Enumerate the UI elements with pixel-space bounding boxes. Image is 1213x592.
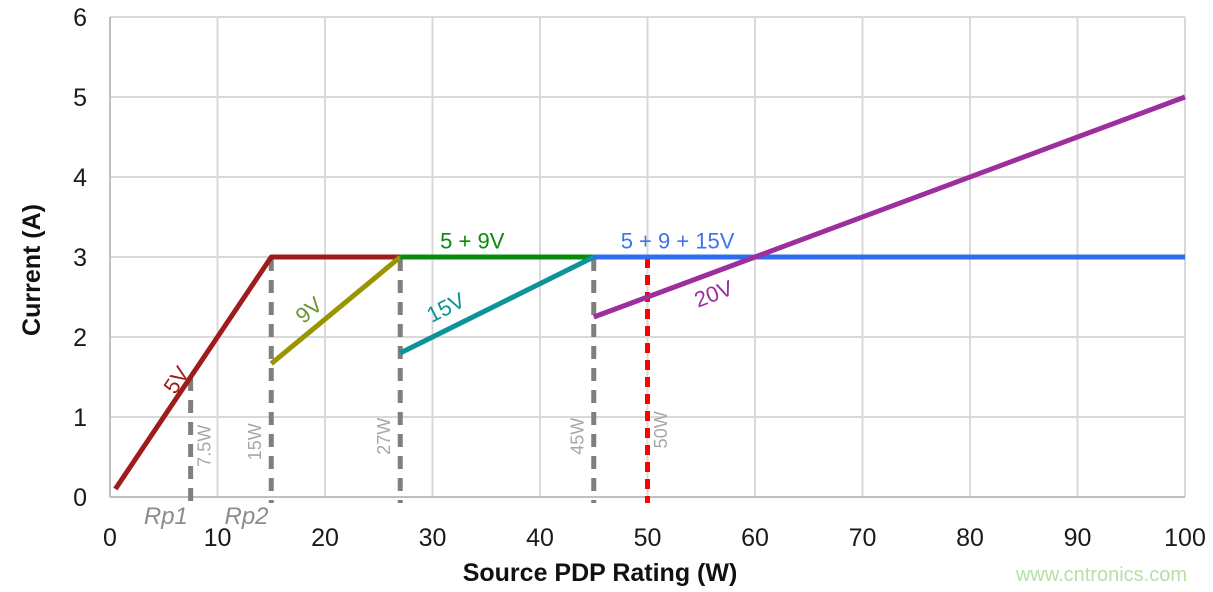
y-tick-label: 3 — [73, 244, 87, 272]
x-axis-title: Source PDP Rating (W) — [463, 559, 738, 587]
x-tick-label: 70 — [849, 524, 877, 552]
x-tick-label: 40 — [526, 524, 554, 552]
rp-annotation: Rp1 — [144, 503, 188, 530]
threshold-label: 7.5W — [194, 425, 214, 467]
x-tick-label: 60 — [741, 524, 769, 552]
y-tick-label: 1 — [73, 404, 87, 432]
threshold-label: 45W — [568, 418, 588, 455]
rp-annotation: Rp2 — [225, 503, 269, 530]
x-tick-label: 20 — [311, 524, 339, 552]
series-label: 5 + 9 + 15V — [621, 228, 735, 253]
x-tick-label: 90 — [1064, 524, 1092, 552]
threshold-label: 50W — [651, 411, 671, 448]
x-tick-label: 0 — [103, 524, 117, 552]
series-line-9v — [269, 255, 402, 366]
series-line-15v — [399, 254, 595, 356]
series-label: 5V — [158, 362, 194, 399]
x-tick-label: 30 — [419, 524, 447, 552]
y-tick-label: 5 — [73, 84, 87, 112]
series-line-5v — [113, 254, 401, 491]
watermark: www.cntronics.com — [1015, 564, 1187, 586]
y-tick-label: 0 — [73, 484, 87, 512]
y-axis-title: Current (A) — [18, 204, 46, 336]
y-tick-label: 4 — [73, 164, 87, 192]
x-tick-label: 10 — [204, 524, 232, 552]
x-tick-label: 100 — [1164, 524, 1206, 552]
series-line-20v — [592, 94, 1186, 320]
series-label: 5 + 9V — [440, 228, 505, 253]
y-tick-label: 6 — [73, 4, 87, 32]
threshold-label: 27W — [374, 418, 394, 455]
x-tick-label: 80 — [956, 524, 984, 552]
x-tick-label: 50 — [634, 524, 662, 552]
y-tick-label: 2 — [73, 324, 87, 352]
threshold-label: 15W — [245, 423, 265, 460]
